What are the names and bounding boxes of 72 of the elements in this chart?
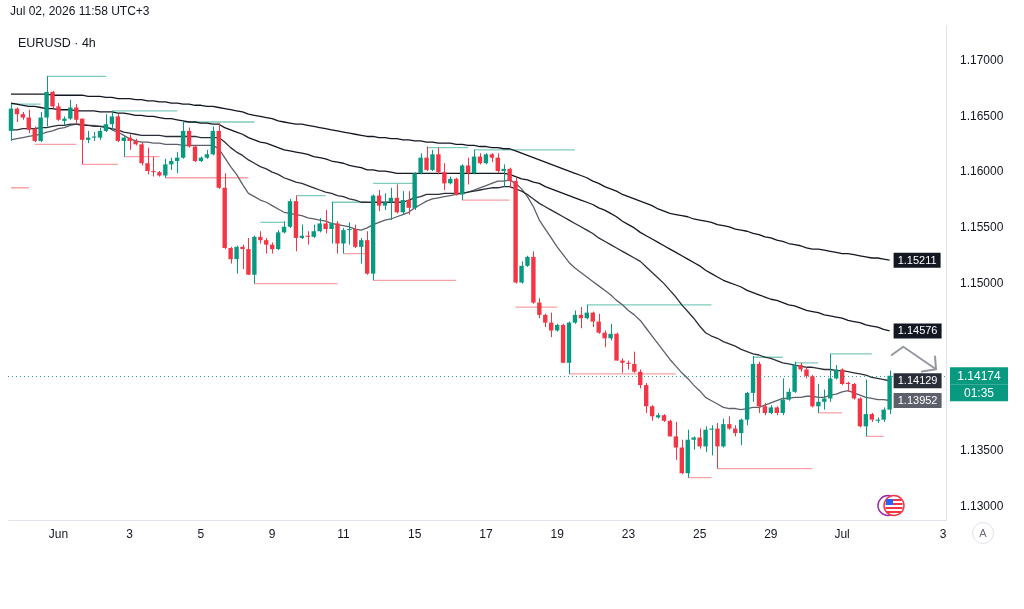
candlestick — [376, 189, 382, 212]
candlestick — [436, 147, 441, 175]
data-label: 1.15211 — [897, 253, 937, 266]
candlestick — [418, 152, 423, 175]
candlestick — [816, 383, 821, 414]
candlestick — [691, 435, 696, 451]
candlestick — [68, 99, 73, 121]
data-label: 1.14129 — [897, 374, 938, 387]
candlestick — [347, 221, 352, 246]
x-tick-label: 3 — [126, 526, 134, 541]
x-tick-label: 29 — [764, 526, 778, 541]
candlestick — [163, 158, 168, 179]
x-tick-label: 3 — [939, 526, 947, 541]
candlestick — [341, 227, 346, 255]
text: Jul 02, 2026 11:58 UTC+3 — [10, 4, 150, 18]
x-tick-label: 9 — [268, 526, 276, 541]
candlestick — [329, 201, 334, 245]
y-tick-label: 1.15000 — [960, 275, 1004, 290]
text: 01:35 — [963, 385, 995, 400]
candlestick — [234, 245, 239, 275]
y-tick-label: 1.15500 — [960, 220, 1004, 235]
x-tick-label: 25 — [692, 526, 707, 541]
candlestick — [596, 313, 601, 335]
candlestick — [430, 149, 435, 172]
x-tick-label: Jun — [48, 526, 69, 541]
candlestick — [353, 224, 358, 249]
candlestick — [519, 260, 524, 285]
candlestick — [359, 237, 364, 265]
y-tick-label: 1.16500 — [960, 108, 1004, 123]
candlestick — [632, 351, 637, 374]
y-tick-label: 1.17000 — [960, 52, 1004, 67]
candlestick — [822, 389, 827, 411]
candlestick — [697, 428, 702, 450]
candlestick — [620, 357, 625, 374]
candlestick — [38, 111, 43, 143]
x-tick-label: 5 — [197, 526, 205, 541]
candlestick — [406, 190, 411, 216]
candlestick — [465, 157, 471, 185]
x-tick-label: 11 — [337, 526, 350, 541]
candlestick — [139, 141, 144, 166]
candlestick — [323, 209, 328, 234]
candlestick — [145, 147, 150, 175]
candlestick — [721, 418, 726, 449]
candlestick — [151, 156, 156, 178]
candlestick — [186, 127, 192, 149]
candlestick — [709, 424, 714, 456]
x-tick-label: 15 — [407, 526, 422, 541]
data-label: 1.13952 — [897, 394, 938, 407]
y-tick-label: 1.16000 — [960, 164, 1004, 179]
candlestick — [80, 118, 85, 165]
candlestick — [424, 146, 429, 172]
text: EURUSD · 4h — [18, 36, 96, 51]
data-label: 1.14576 — [897, 324, 938, 337]
candlestick — [335, 220, 340, 255]
candlestick — [109, 110, 115, 131]
candlestick — [537, 297, 542, 319]
y-tick-label: 1.13000 — [960, 498, 1004, 513]
candlestick — [442, 162, 447, 191]
x-tick-label: 23 — [621, 526, 636, 541]
x-tick-label: Jul — [834, 526, 850, 541]
candlestick — [715, 422, 720, 470]
ref-line-label: 1.14174 — [957, 368, 1002, 383]
candlestick — [673, 421, 679, 461]
x-tick-label: 19 — [550, 526, 565, 541]
candlestick — [275, 229, 281, 251]
y-tick-label: 1.13500 — [960, 443, 1004, 458]
candlestick — [507, 167, 512, 189]
candlestick — [8, 103, 14, 142]
candlestick — [703, 425, 708, 453]
candlestick — [644, 382, 649, 414]
x-tick-label: 17 — [479, 526, 493, 541]
candlestick — [240, 244, 245, 270]
